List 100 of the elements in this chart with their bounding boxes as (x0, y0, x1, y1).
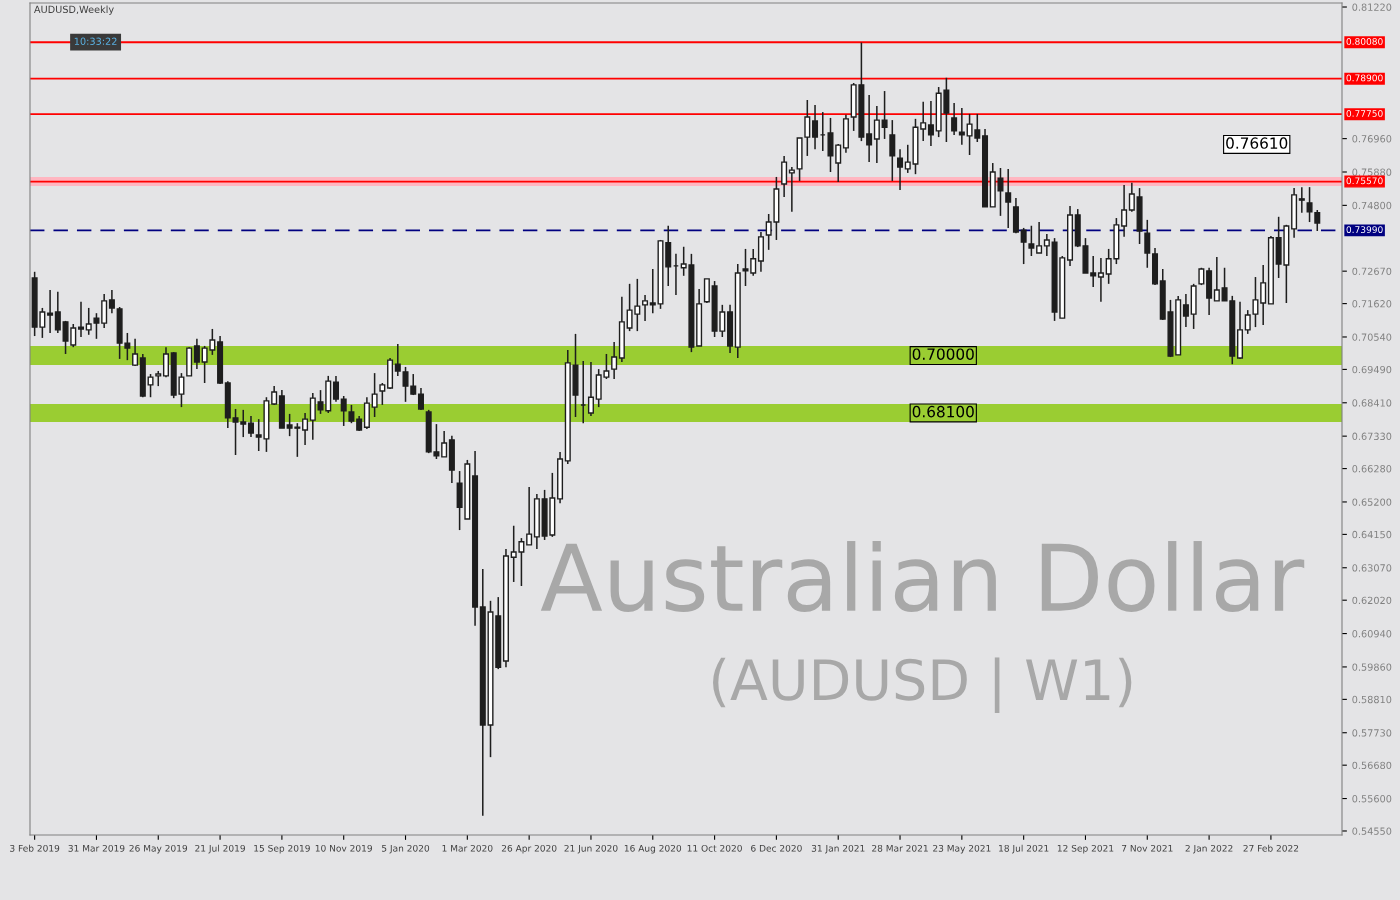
band-label: 0.68100 (912, 405, 974, 418)
x-tick-label: 26 Apr 2020 (501, 844, 557, 854)
y-tick-label: 0.81220 (1352, 3, 1392, 11)
x-tick-label: 31 Jan 2021 (811, 844, 865, 854)
x-tick-label: 31 Mar 2019 (68, 844, 125, 852)
candlestick (54, 291, 61, 334)
y-tick-label: 0.60940 (1352, 630, 1392, 638)
candlestick (1260, 264, 1267, 326)
y-tick-label: 0.55600 (1352, 795, 1392, 803)
x-tick-label: 23 May 2021 (933, 844, 991, 854)
y-tick-label: 0.57730 (1352, 729, 1392, 737)
y-tick-label: 0.74800 (1352, 201, 1392, 210)
x-tick-label: 5 Jan 2020 (382, 844, 430, 854)
x-tick-label: 6 Dec 2020 (751, 844, 802, 852)
candlestick (1144, 219, 1151, 269)
candlestick (379, 382, 386, 406)
candlestick (1043, 233, 1050, 257)
candlestick (302, 412, 309, 446)
candlestick (1020, 227, 1027, 265)
candlestick (703, 278, 710, 304)
y-tick-label: 0.64150 (1352, 530, 1392, 539)
ref-line-label: 0.73990 (1346, 226, 1383, 234)
candlestick (108, 289, 115, 314)
candlestick (781, 155, 788, 198)
candlestick (101, 293, 108, 329)
y-tick-label: 0.75880 (1352, 168, 1392, 176)
y-tick-label: 0.54550 (1352, 827, 1392, 835)
candlestick (920, 101, 927, 142)
candlestick (247, 415, 254, 438)
x-tick-label: 18 Jul 2021 (999, 844, 1049, 854)
candlestick (1121, 184, 1128, 238)
y-tick-label: 0.67330 (1352, 432, 1392, 440)
candlestick (1036, 221, 1043, 254)
x-tick-label: 21 Jun 2020 (564, 844, 618, 854)
candlestick (587, 361, 594, 417)
candlestick (642, 294, 649, 322)
band-label: 0.70000 (912, 348, 974, 360)
x-tick-label: 3 Feb 2019 (10, 844, 60, 852)
candlestick (526, 486, 533, 546)
candlestick (162, 346, 170, 378)
candlestick (1298, 186, 1305, 214)
candlestick (1090, 255, 1097, 288)
x-tick-label: 21 Jul 2019 (195, 844, 245, 854)
candlestick (47, 289, 54, 334)
y-tick-label: 0.68410 (1352, 399, 1392, 407)
candlestick (394, 343, 401, 377)
x-tick-label: 16 Aug 2020 (624, 844, 682, 854)
candlestick (1005, 168, 1012, 229)
candlestick (193, 338, 200, 370)
candlestick (873, 105, 880, 164)
candlestick (927, 100, 934, 147)
annotation: (AUDUSD | W1) (713, 657, 1132, 714)
x-tick-label: 11 Oct 2020 (687, 844, 742, 852)
x-tick-label: 7 Nov 2021 (1121, 844, 1173, 852)
candlestick (889, 119, 896, 182)
candlestick (371, 372, 378, 418)
y-tick-label: 0.70540 (1352, 333, 1392, 341)
x-tick-label: 12 Sep 2021 (1057, 844, 1114, 854)
ref-line-label: 0.77750 (1346, 110, 1383, 117)
y-tick-label: 0.66280 (1352, 465, 1392, 473)
candlestick (441, 430, 448, 458)
candlestick (1213, 256, 1220, 302)
y-tick-label: 0.56680 (1352, 761, 1392, 770)
ref-line-label: 0.78900 (1346, 74, 1383, 82)
y-tick-label: 0.58810 (1352, 695, 1392, 704)
annotation: 10:33:22 (74, 37, 117, 45)
annotation: Australian Dollar (540, 541, 1305, 612)
candlestick (1097, 257, 1104, 303)
candlestick (1028, 224, 1035, 257)
candlestick (812, 104, 819, 150)
candlestick (77, 300, 85, 338)
candlestick (788, 166, 795, 213)
candlestick (951, 102, 958, 136)
y-tick-label: 0.59860 (1352, 663, 1392, 671)
chart-title: AUDUSD,Weekly (34, 5, 114, 15)
candlestick (1128, 182, 1135, 213)
candlestick (417, 387, 424, 411)
x-tick-label: 15 Sep 2019 (254, 844, 310, 854)
x-tick-label: 10 Nov 2019 (315, 844, 372, 852)
candlestick (1182, 293, 1189, 328)
y-tick-label: 0.62020 (1352, 596, 1392, 605)
x-tick-label: 2 Jan 2022 (1185, 844, 1233, 854)
x-tick-label: 26 May 2019 (129, 844, 188, 854)
candlestick (309, 392, 316, 441)
y-tick-label: 0.72670 (1352, 267, 1392, 275)
y-tick-label: 0.65200 (1352, 498, 1392, 506)
candlestick (897, 148, 904, 191)
ref-line-label: 0.80080 (1346, 38, 1383, 45)
annotation: 0.76610 (1226, 137, 1288, 149)
y-tick-label: 0.76960 (1352, 135, 1392, 143)
y-tick-label: 0.69490 (1352, 365, 1392, 374)
x-tick-label: 28 Mar 2021 (872, 844, 928, 852)
ref-line-label: 0.75570 (1346, 177, 1383, 185)
candlestick (332, 375, 339, 403)
candlestick (881, 90, 888, 140)
candlestick (958, 107, 965, 146)
candlestick (271, 385, 278, 406)
y-tick-label: 0.63070 (1352, 564, 1392, 572)
candlestick (132, 338, 139, 367)
y-tick-label: 0.71620 (1352, 300, 1392, 308)
